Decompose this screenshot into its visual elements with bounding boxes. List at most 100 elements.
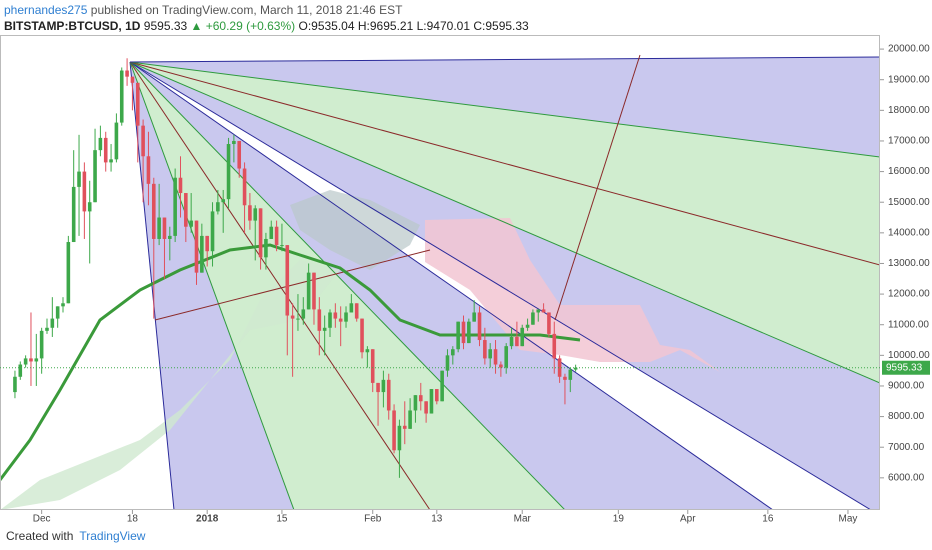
candle-body xyxy=(552,333,557,359)
x-tick-label: Apr xyxy=(680,514,696,525)
candle-body xyxy=(418,395,423,402)
candle-body xyxy=(360,318,364,353)
candle-body xyxy=(98,137,103,151)
x-tick-label: May xyxy=(839,514,858,525)
cloud xyxy=(0,260,340,510)
brand-link[interactable]: TradingView xyxy=(79,529,146,543)
candle-body xyxy=(226,144,231,200)
x-tick-label: 18 xyxy=(127,514,139,525)
candle-body xyxy=(472,312,476,322)
candle-body xyxy=(45,327,49,331)
y-tick-label: 8000.00 xyxy=(888,411,925,422)
candle-body xyxy=(248,205,252,221)
candle-body xyxy=(87,202,92,212)
candle-body xyxy=(493,349,498,365)
candle-body xyxy=(563,376,567,380)
candle-body xyxy=(168,235,172,239)
trend-line xyxy=(154,249,431,321)
publish-line: phernandes275 published on TradingView.c… xyxy=(4,3,403,17)
author[interactable]: phernandes275 xyxy=(4,3,88,17)
y-tick-label: 7000.00 xyxy=(888,442,925,453)
candle-body xyxy=(451,349,455,356)
candle-body xyxy=(456,321,460,350)
candle-body xyxy=(296,318,300,320)
candle-body xyxy=(483,340,487,359)
candle-body xyxy=(461,321,466,344)
x-tick-label: Feb xyxy=(364,514,382,525)
candle-body xyxy=(386,379,391,411)
candle-body xyxy=(178,177,183,194)
y-tick-label: 20000.00 xyxy=(888,44,930,55)
candle-body xyxy=(135,82,140,126)
marks: 6000.00 7000.00 8000.00 9000.00 10000.00 1100… xyxy=(0,44,930,525)
y-tick-label: 19000.00 xyxy=(888,74,930,85)
candle-body xyxy=(253,208,258,221)
candle-body xyxy=(541,309,546,313)
candle-body xyxy=(477,312,482,341)
candle-body xyxy=(61,303,65,307)
candle-body xyxy=(221,199,226,203)
footer: Created with TradingView xyxy=(6,529,145,543)
candle-body xyxy=(264,238,268,258)
candle-body xyxy=(242,168,247,206)
fan-zone xyxy=(130,57,880,157)
candle-body xyxy=(322,327,327,331)
candle-body xyxy=(237,140,242,169)
x-tick-label: Dec xyxy=(33,514,51,525)
y-tick-label: 14000.00 xyxy=(888,227,930,238)
fan-line xyxy=(129,61,295,510)
candle-body xyxy=(125,70,129,77)
last-price-label: 9595.33 xyxy=(886,362,923,373)
candle-body xyxy=(328,312,332,328)
y-tick-label: 15000.00 xyxy=(888,197,930,208)
candle-body xyxy=(392,410,396,451)
candle-body xyxy=(93,150,97,203)
fan-line xyxy=(129,61,880,266)
candle-body xyxy=(23,358,28,365)
y-tick-label: 6000.00 xyxy=(888,472,925,483)
candle-body xyxy=(285,245,290,316)
y-tick-label: 12000.00 xyxy=(888,289,930,300)
candle-body xyxy=(424,401,428,414)
last-price: 9595.33 xyxy=(143,19,188,33)
y-tick-label: 18000.00 xyxy=(888,105,930,116)
ohlc-close: C:9595.33 xyxy=(473,19,529,33)
candle-body xyxy=(50,318,55,328)
candle-body xyxy=(397,425,402,451)
candle-body xyxy=(184,193,188,227)
candle-body xyxy=(488,349,492,359)
candle-body xyxy=(381,379,386,393)
candle-body xyxy=(301,309,306,319)
x-tick-label: 13 xyxy=(431,514,443,525)
trend-line xyxy=(554,54,641,321)
cloud xyxy=(425,218,720,372)
chart: 6000.00 7000.00 8000.00 9000.00 10000.00 1100… xyxy=(0,35,930,525)
candle-body xyxy=(157,217,161,239)
x-tick-label: 15 xyxy=(276,514,288,525)
candle-body xyxy=(349,303,354,313)
candle-body xyxy=(232,140,236,145)
candle-body xyxy=(13,376,17,393)
y-tick-label: 9000.00 xyxy=(888,381,925,392)
candle-body xyxy=(29,358,33,362)
cloud xyxy=(290,190,420,270)
candle-body xyxy=(317,309,322,331)
candle-body xyxy=(290,315,295,319)
ohlc-high: H:9695.21 xyxy=(357,19,414,33)
candle-body xyxy=(333,312,338,319)
candle-body xyxy=(509,336,514,347)
candle-body xyxy=(210,211,215,252)
candle-body xyxy=(370,349,375,383)
candle-body xyxy=(162,217,167,239)
candle-body xyxy=(146,156,151,184)
symbol: BITSTAMP:BTCUSD, 1D xyxy=(4,19,141,33)
y-tick-label: 10000.00 xyxy=(888,350,930,361)
candle-body xyxy=(536,309,541,313)
candle-body xyxy=(434,389,439,402)
y-tick-label: 11000.00 xyxy=(888,319,929,330)
fan-line xyxy=(129,61,431,510)
candle-body xyxy=(338,318,343,322)
candle-body xyxy=(119,70,124,123)
candle-body xyxy=(429,389,434,414)
